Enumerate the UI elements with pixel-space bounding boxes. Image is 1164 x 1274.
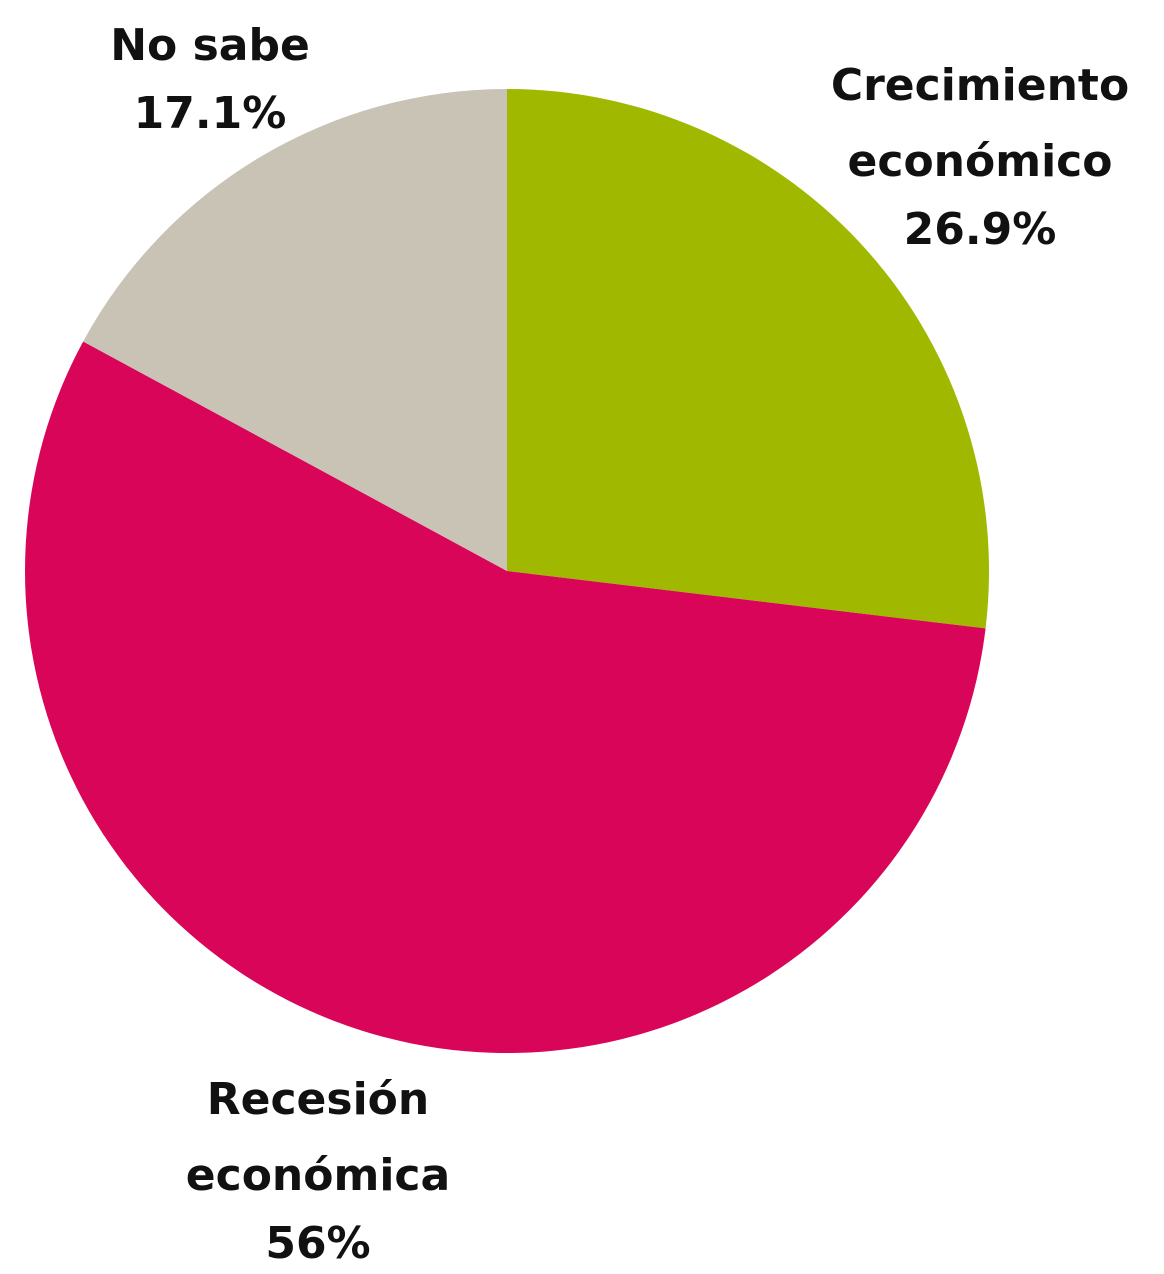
pie-slice: [83, 89, 507, 571]
slice-label: Recesión económica 56%: [148, 1062, 488, 1274]
slice-label: No sabe 17.1%: [90, 8, 330, 144]
slice-label: Crecimiento económico 26.9%: [810, 48, 1150, 260]
value-label: 17.1%: [133, 88, 287, 139]
category-label: No sabe: [110, 20, 310, 71]
value-label: 26.9%: [903, 204, 1057, 255]
category-label: Crecimiento económico: [830, 60, 1130, 187]
value-label: 56%: [265, 1218, 371, 1269]
pie-slice: [507, 89, 989, 629]
category-label: Recesión económica: [185, 1074, 451, 1201]
pie-slice: [25, 341, 986, 1053]
